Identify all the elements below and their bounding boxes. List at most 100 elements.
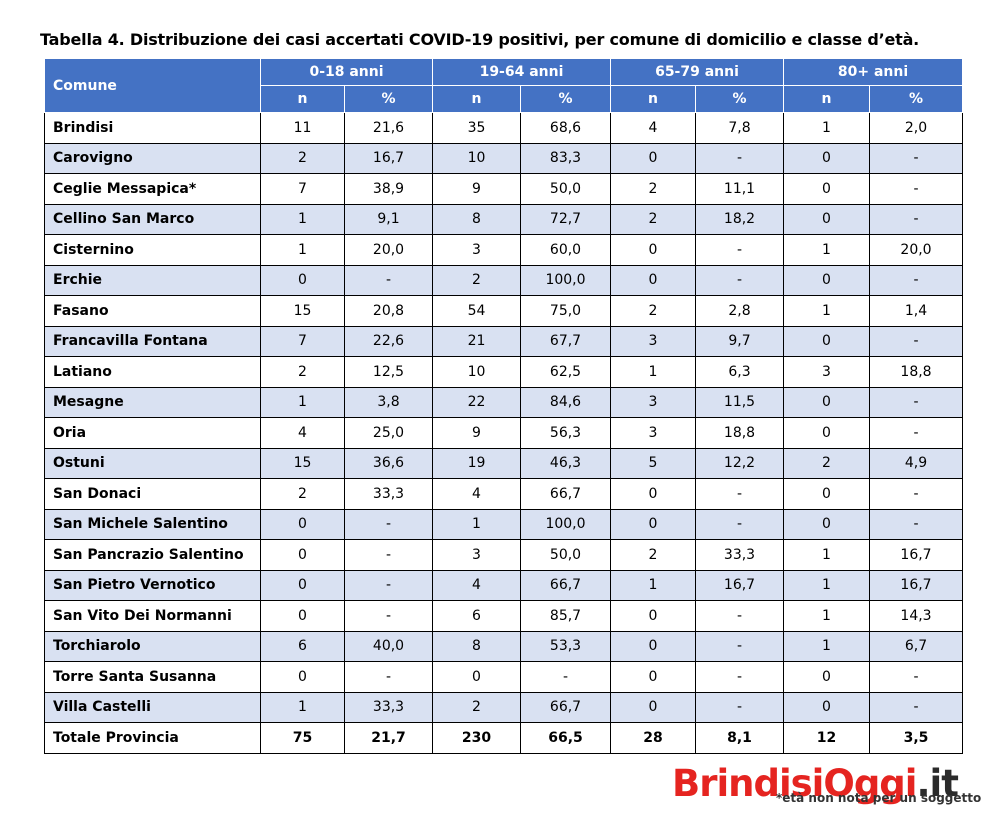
cell-count: 6 — [260, 630, 345, 662]
cell-count: 0 — [783, 386, 870, 418]
cell-count: 3 — [783, 356, 870, 388]
table-row: San Donaci 2 33,3 4 66,7 0-0- — [44, 478, 963, 510]
cell-percent: 21,7 — [344, 722, 433, 754]
cell-count: 0 — [260, 539, 345, 571]
comune-name: Latiano — [44, 356, 261, 388]
cell-percent: 36,6 — [344, 447, 433, 479]
cell-percent: - — [695, 661, 784, 693]
cell-count: 7 — [260, 325, 345, 357]
cell-percent: 20,0 — [344, 234, 433, 266]
column-group-0-18: 0-18 anni — [260, 58, 433, 86]
cell-count: 10 — [432, 356, 521, 388]
cell-count: 1 — [783, 112, 870, 144]
cell-percent: 33,3 — [344, 691, 433, 723]
comune-name: Francavilla Fontana — [44, 325, 261, 357]
cell-count: 0 — [610, 508, 696, 540]
cell-count: 0 — [260, 600, 345, 632]
cell-count: 0 — [610, 142, 696, 174]
cell-count: 1 — [783, 539, 870, 571]
cell-count: 0 — [432, 661, 521, 693]
cell-count: 2 — [610, 173, 696, 205]
table-row: Cisternino 1 20,0 3 60,0 0-1 20,0 — [44, 234, 963, 266]
table-row: Ostuni 15 36,6 19 46,3 5 12,2 2 4,9 — [44, 447, 963, 479]
cell-percent: - — [695, 630, 784, 662]
cell-count: 10 — [432, 142, 521, 174]
cell-count: 0 — [783, 264, 870, 296]
cell-percent: - — [869, 203, 963, 235]
cell-count: 19 — [432, 447, 521, 479]
cell-percent: - — [344, 264, 433, 296]
cell-percent: 7,8 — [695, 112, 784, 144]
cell-count: 0 — [610, 234, 696, 266]
cell-percent: - — [695, 478, 784, 510]
comune-name: Villa Castelli — [44, 691, 261, 723]
cell-count: 12 — [783, 722, 870, 754]
comune-name: Mesagne — [44, 386, 261, 418]
cell-percent: 11,5 — [695, 386, 784, 418]
cell-percent: 75,0 — [520, 295, 611, 327]
cell-count: 1 — [783, 630, 870, 662]
comune-name: Totale Provincia — [44, 722, 261, 754]
cell-percent: 3,5 — [869, 722, 963, 754]
cell-count: 0 — [610, 630, 696, 662]
cell-count: 3 — [432, 539, 521, 571]
cell-percent: 16,7 — [344, 142, 433, 174]
cell-percent: 33,3 — [344, 478, 433, 510]
cell-count: 0 — [260, 661, 345, 693]
cell-count: 15 — [260, 295, 345, 327]
column-header-n: n — [432, 85, 521, 113]
cell-count: 0 — [783, 691, 870, 723]
cell-percent: 16,7 — [869, 569, 963, 601]
cell-percent: - — [869, 142, 963, 174]
cell-count: 1 — [260, 203, 345, 235]
comune-name: Ceglie Messapica* — [44, 173, 261, 205]
table-row: Erchie 0-2 100,0 0-0- — [44, 264, 963, 296]
comune-name: San Donaci — [44, 478, 261, 510]
cell-count: 0 — [610, 478, 696, 510]
cell-count: 4 — [610, 112, 696, 144]
cell-percent: - — [869, 386, 963, 418]
cell-percent: 2,8 — [695, 295, 784, 327]
cell-count: 6 — [432, 600, 521, 632]
watermark-part2: Oggi — [823, 762, 917, 805]
cell-count: 28 — [610, 722, 696, 754]
cell-count: 0 — [783, 173, 870, 205]
cell-count: 1 — [610, 569, 696, 601]
table-caption: Tabella 4. Distribuzione dei casi accert… — [40, 30, 920, 49]
table-row: Latiano 2 12,5 10 62,5 1 6,3 3 18,8 — [44, 356, 963, 388]
table-row: Oria 4 25,0 9 56,3 3 18,8 0- — [44, 417, 963, 449]
cell-count: 1 — [783, 234, 870, 266]
cell-percent: - — [695, 142, 784, 174]
cell-count: 0 — [783, 661, 870, 693]
comune-name: Erchie — [44, 264, 261, 296]
comune-name: Oria — [44, 417, 261, 449]
cell-count: 9 — [432, 173, 521, 205]
cell-percent: 9,1 — [344, 203, 433, 235]
cell-count: 0 — [610, 600, 696, 632]
cell-count: 0 — [260, 508, 345, 540]
comune-name: Cellino San Marco — [44, 203, 261, 235]
cell-percent: - — [695, 691, 784, 723]
cell-count: 8 — [432, 203, 521, 235]
cell-percent: - — [869, 264, 963, 296]
cell-percent: 16,7 — [695, 569, 784, 601]
cell-count: 5 — [610, 447, 696, 479]
cell-percent: 62,5 — [520, 356, 611, 388]
column-header-percent: % — [869, 85, 963, 113]
cell-percent: 38,9 — [344, 173, 433, 205]
watermark-part3: .it — [916, 762, 958, 805]
cell-percent: 46,3 — [520, 447, 611, 479]
cell-percent: - — [869, 691, 963, 723]
cell-count: 15 — [260, 447, 345, 479]
cell-count: 2 — [610, 203, 696, 235]
table-row: San Pietro Vernotico 0-4 66,7 1 16,7 1 16,7 — [44, 569, 963, 601]
cell-percent: 56,3 — [520, 417, 611, 449]
cell-percent: 22,6 — [344, 325, 433, 357]
cell-count: 54 — [432, 295, 521, 327]
cell-percent: 21,6 — [344, 112, 433, 144]
column-group-19-64: 19-64 anni — [432, 58, 611, 86]
cell-count: 9 — [432, 417, 521, 449]
cell-percent: 6,7 — [869, 630, 963, 662]
comune-name: Brindisi — [44, 112, 261, 144]
cell-count: 0 — [783, 203, 870, 235]
